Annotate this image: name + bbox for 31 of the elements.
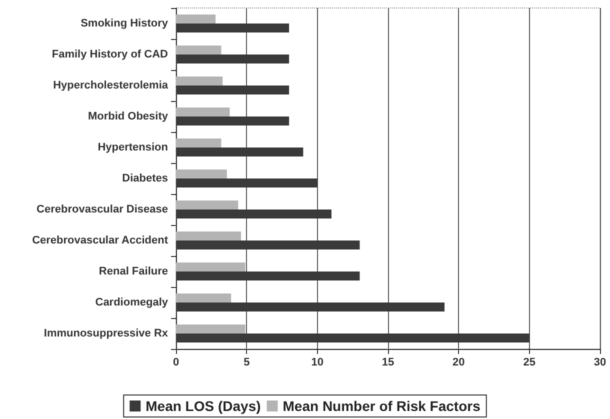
y-tick-label: Renal Failure bbox=[98, 266, 168, 278]
legend-label: Mean Number of Risk Factors bbox=[282, 398, 481, 414]
bar bbox=[176, 232, 242, 240]
y-tick-label: Hypercholesterolemia bbox=[53, 80, 169, 92]
legend-label: Mean LOS (Days) bbox=[146, 398, 261, 414]
bar bbox=[176, 138, 222, 148]
x-tick-label: 20 bbox=[452, 356, 465, 368]
y-tick-label: Family History of CAD bbox=[52, 48, 168, 60]
bar bbox=[176, 46, 222, 54]
bar bbox=[176, 14, 216, 24]
y-tick-label: Hypertension bbox=[98, 142, 168, 154]
x-tick-label: 25 bbox=[523, 356, 536, 368]
y-tick-label: Smoking History bbox=[80, 18, 169, 30]
bar bbox=[176, 76, 223, 86]
y-tick-label: Cardiomegaly bbox=[95, 296, 169, 308]
bar bbox=[176, 294, 232, 302]
x-tick-label: 15 bbox=[382, 356, 394, 368]
x-tick-label: 0 bbox=[172, 356, 180, 368]
y-tick-label: Diabetes bbox=[122, 172, 168, 184]
y-tick-label: Morbid Obesity bbox=[88, 110, 169, 122]
bar bbox=[176, 170, 227, 178]
y-tick-label: Cerebrovascular Accident bbox=[32, 234, 168, 246]
x-tick-label: 10 bbox=[311, 356, 324, 368]
y-tick-label: Cerebrovascular Disease bbox=[36, 204, 168, 216]
x-tick-label: 5 bbox=[244, 356, 250, 368]
bar bbox=[176, 324, 246, 334]
x-tick-label: 30 bbox=[594, 356, 606, 368]
bar bbox=[176, 200, 238, 210]
bar bbox=[176, 262, 246, 272]
y-tick-label: Immunosuppressive Rx bbox=[44, 328, 169, 340]
bar bbox=[176, 108, 230, 116]
